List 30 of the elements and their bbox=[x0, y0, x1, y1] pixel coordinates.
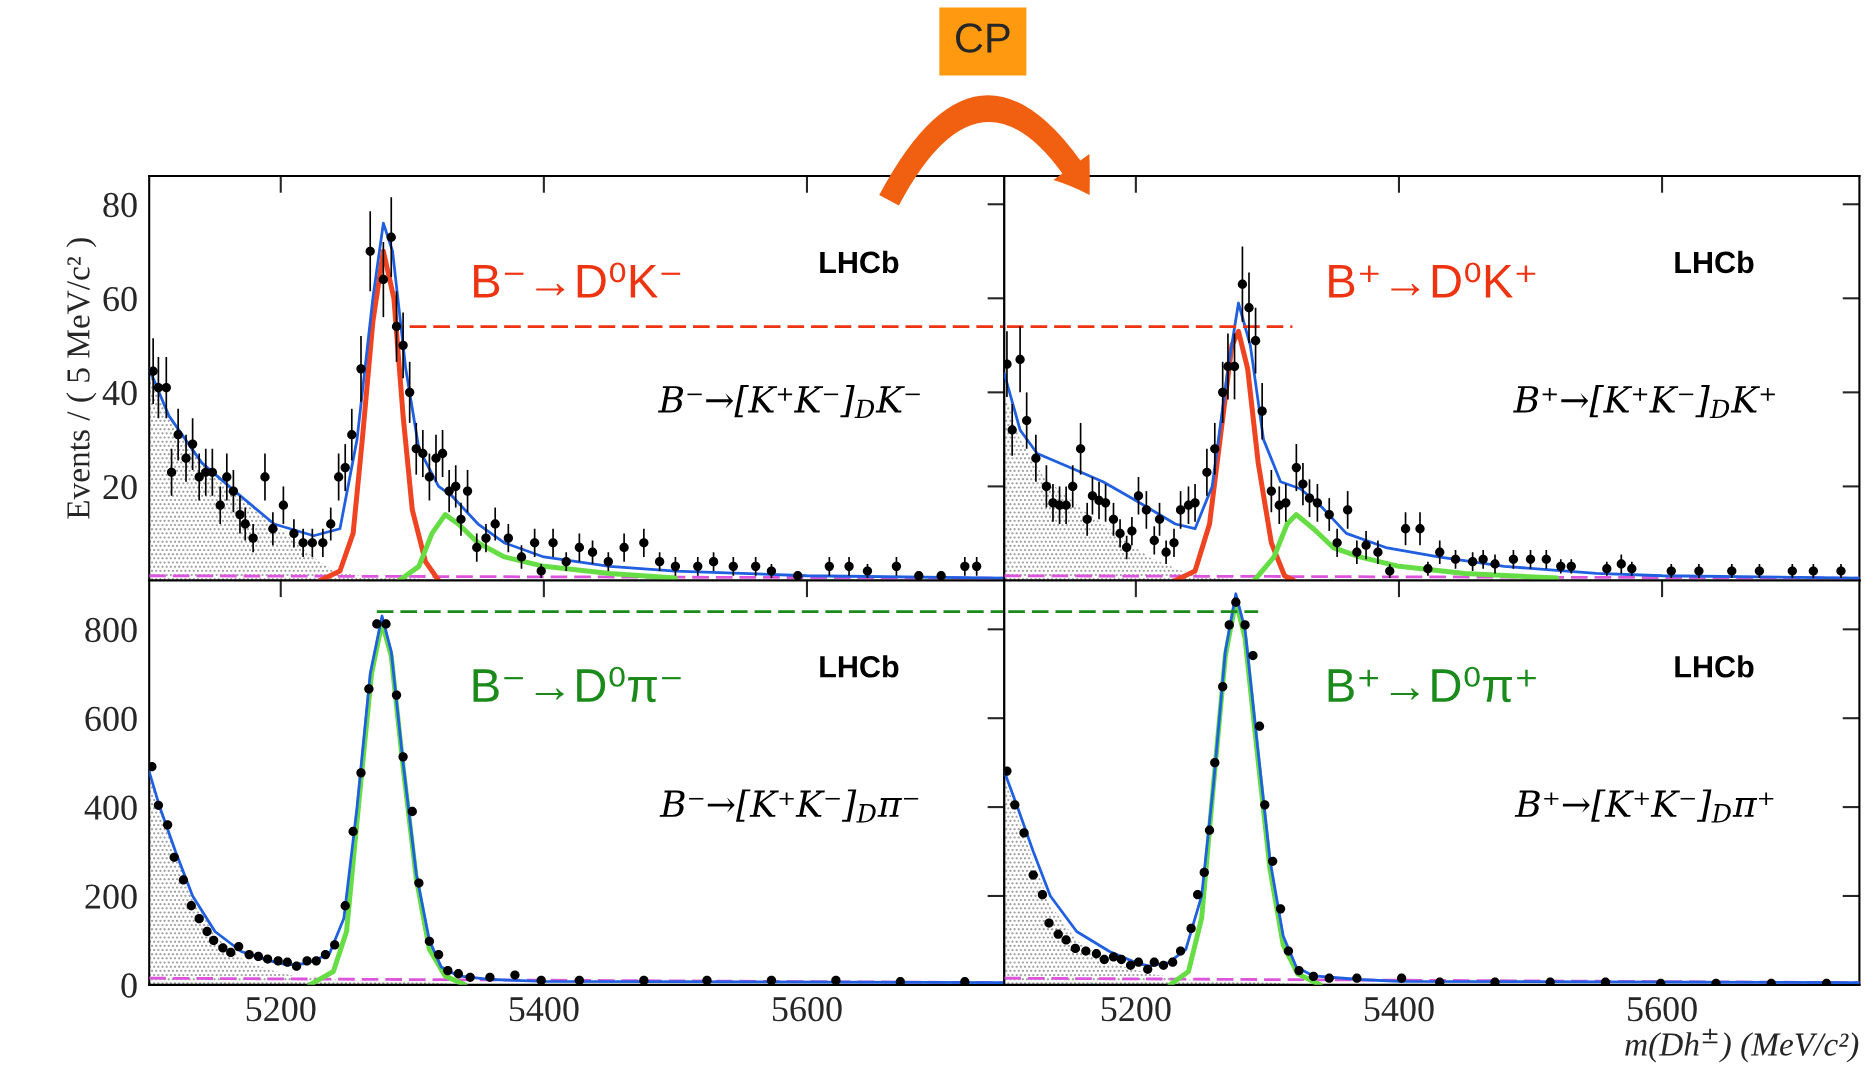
x-tick-label: 5400 bbox=[509, 997, 579, 1022]
annotation: B⁻→[K⁺K⁻]$_{D}$π⁻ bbox=[659, 789, 919, 823]
annotation: LHCb bbox=[820, 250, 899, 274]
x-tick-label: 5600 bbox=[772, 997, 842, 1022]
y-tick-label: 0 bbox=[121, 973, 137, 998]
y-tick-label: 80 bbox=[103, 192, 137, 218]
annotation: B⁻→D⁰π⁻ bbox=[473, 666, 681, 703]
annotation: B⁺→D⁰π⁺ bbox=[1328, 666, 1536, 703]
annotation: LHCb bbox=[820, 655, 899, 678]
text: CP bbox=[956, 23, 1010, 53]
y-tick-label: 800 bbox=[85, 617, 137, 643]
y-tick-label: 200 bbox=[85, 884, 137, 909]
x-tick-label: 5200 bbox=[1101, 997, 1171, 1022]
y-tick-label: 60 bbox=[103, 286, 137, 312]
x-tick-label: 5200 bbox=[246, 997, 316, 1022]
y-tick-label: 400 bbox=[84, 795, 137, 820]
x-axis-title: m(Dh$^{±}$) (MeV/c²) bbox=[1625, 1028, 1859, 1063]
y-axis-title: Events / ( 5 MeV/c² ) bbox=[66, 238, 97, 519]
y-tick-label: 600 bbox=[85, 706, 137, 732]
annotation: LHCb bbox=[1675, 655, 1754, 678]
y-tick-label: 40 bbox=[102, 380, 137, 406]
annotation: B⁺→D⁰K⁺ bbox=[1329, 262, 1536, 298]
annotation: LHCb bbox=[1675, 250, 1754, 274]
annotation: B⁻→D⁰K⁻ bbox=[474, 262, 681, 298]
y-tick-label: 20 bbox=[103, 474, 137, 500]
annotation: B⁺→[K⁺K⁻]$_{D}$π⁺ bbox=[1514, 789, 1774, 823]
annotation: B⁺→[K⁺K⁻]$_{D}$K⁺ bbox=[1513, 385, 1775, 419]
x-tick-label: 5400 bbox=[1364, 997, 1434, 1022]
annotation: B⁻→[K⁺K⁻]$_{D}$K⁻ bbox=[657, 385, 920, 419]
x-tick-label: 5600 bbox=[1628, 997, 1697, 1022]
